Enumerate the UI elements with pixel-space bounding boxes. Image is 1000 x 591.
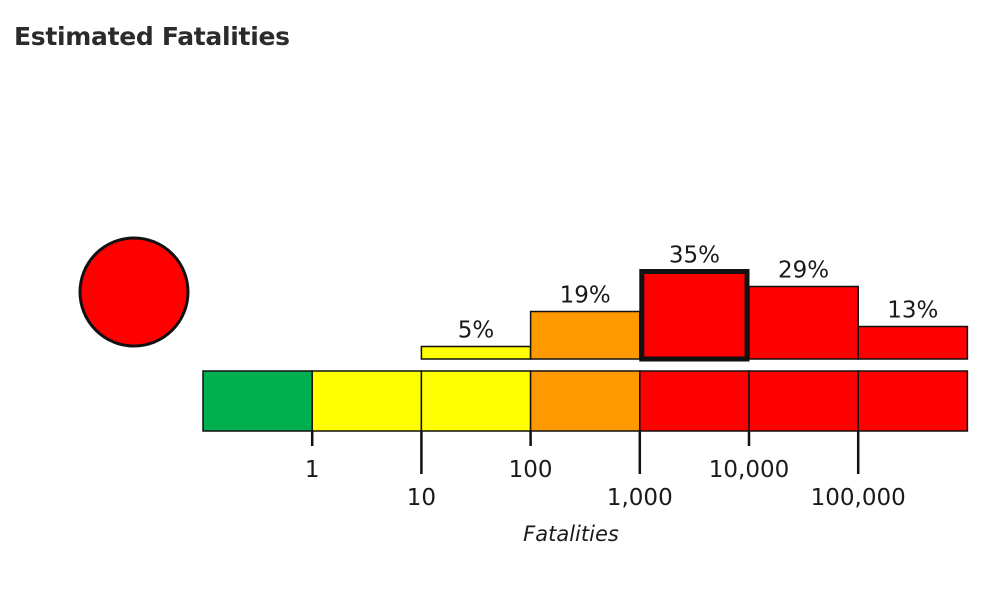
- x-tick-label: 10: [407, 485, 436, 511]
- probability-label: 29%: [778, 258, 829, 284]
- scale-segment: [311, 370, 423, 432]
- x-tick-label: 100: [509, 457, 553, 483]
- probability-bar: [639, 269, 750, 362]
- x-tick-label: 10,000: [709, 457, 789, 483]
- x-tick-label: 1: [305, 457, 320, 483]
- probability-bar: [420, 345, 532, 360]
- probability-label: 35%: [669, 243, 720, 269]
- probability-label: 19%: [560, 283, 611, 309]
- scale-segment: [202, 370, 313, 432]
- probability-label: 5%: [458, 318, 495, 344]
- x-axis-label: Fatalities: [523, 522, 619, 546]
- scale-segment: [639, 370, 750, 432]
- probability-bar: [857, 325, 969, 360]
- scale-segment: [857, 370, 969, 432]
- probability-label: 13%: [887, 298, 938, 324]
- alert-level-circle: [78, 236, 190, 348]
- x-tick-label: 100,000: [811, 485, 906, 511]
- scale-segment: [420, 370, 532, 432]
- probability-bar: [529, 310, 641, 360]
- scale-segment: [748, 370, 859, 432]
- page-title: Estimated Fatalities: [14, 22, 290, 51]
- x-tick-label: 1,000: [607, 485, 673, 511]
- scale-segment: [529, 370, 641, 432]
- probability-bar: [748, 285, 859, 360]
